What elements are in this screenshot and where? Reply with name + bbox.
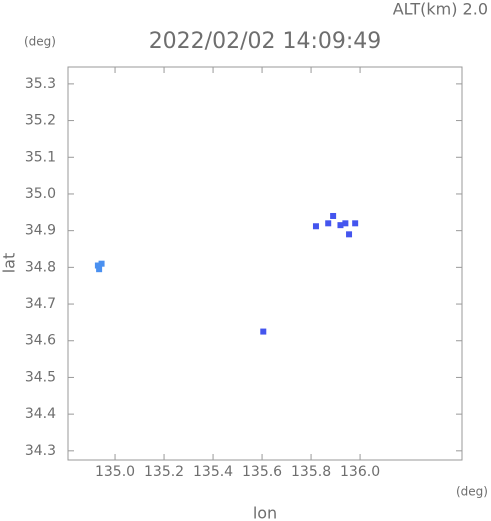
echo-point xyxy=(96,266,103,273)
echo-point xyxy=(325,220,332,227)
echo-point xyxy=(337,222,344,229)
echo-point xyxy=(330,212,337,219)
x-axis-label: lon xyxy=(253,504,277,521)
echo-point xyxy=(342,220,349,227)
y-tick-label: 34.3 xyxy=(25,443,56,459)
x-tick-label: 136.0 xyxy=(340,464,380,480)
x-tick-label: 135.0 xyxy=(95,464,135,480)
chart-title: 2022/02/02 14:09:49 xyxy=(149,29,382,54)
y-tick-label: 35.0 xyxy=(25,186,56,202)
x-tick-label: 135.4 xyxy=(193,464,233,480)
echo-point xyxy=(98,260,105,267)
echo-point xyxy=(94,262,101,269)
plot-frame xyxy=(67,66,463,461)
x-unit: (deg) xyxy=(456,485,488,499)
annotation: ALT(km) 2.0 xyxy=(393,0,488,19)
y-tick-label: 35.2 xyxy=(25,113,56,129)
y-tick-label: 35.1 xyxy=(25,149,56,165)
echo-point xyxy=(352,220,359,227)
echo-point xyxy=(346,231,353,238)
y-tick-label: 34.7 xyxy=(25,296,56,312)
x-tick-label: 135.2 xyxy=(144,464,184,480)
echo-point xyxy=(312,223,319,230)
y-unit: (deg) xyxy=(24,35,56,49)
echo-point xyxy=(260,328,267,335)
y-tick-label: 34.4 xyxy=(25,406,56,422)
y-tick-label: 34.6 xyxy=(25,333,56,349)
y-tick-label: 34.5 xyxy=(25,369,56,385)
x-tick-label: 135.8 xyxy=(291,464,331,480)
y-tick-label: 34.8 xyxy=(25,259,56,275)
x-tick-label: 135.6 xyxy=(242,464,282,480)
y-tick-label: 34.9 xyxy=(25,223,56,239)
y-axis-label: lat xyxy=(0,253,19,274)
y-tick-label: 35.3 xyxy=(25,76,56,92)
